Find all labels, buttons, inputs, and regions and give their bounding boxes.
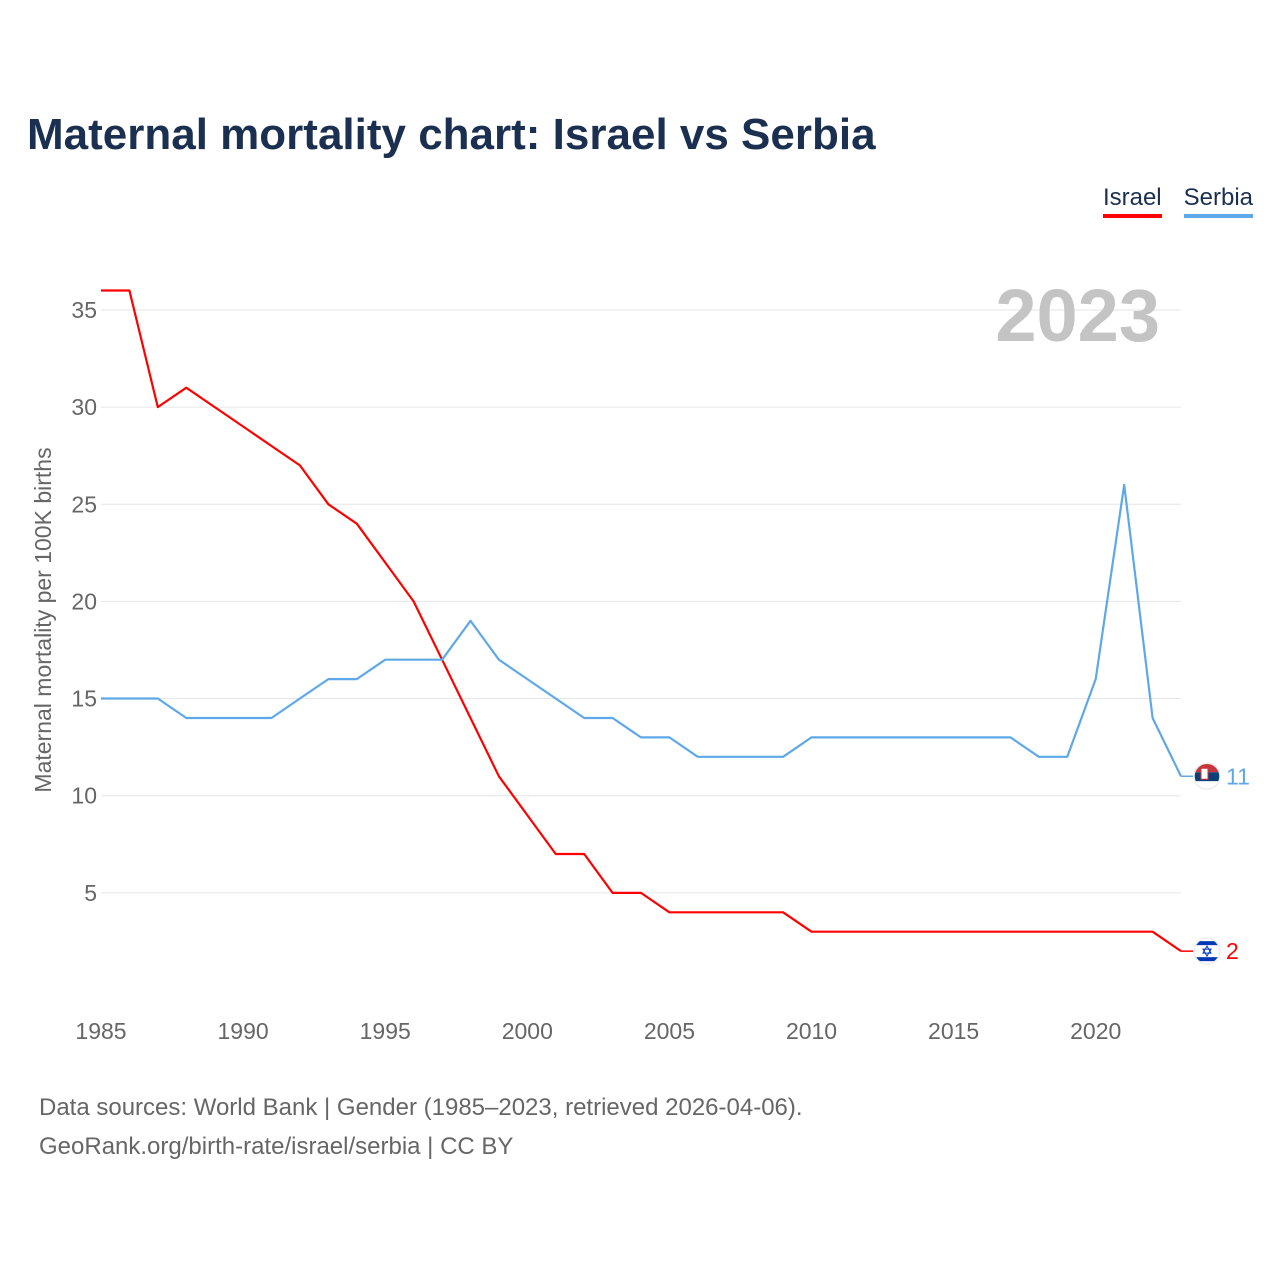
source-line-2[interactable]: GeoRank.org/birth-rate/israel/serbia | C… (39, 1133, 514, 1160)
x-tick-label: 1990 (218, 1018, 269, 1044)
legend-item-serbia[interactable]: Serbia (1183, 184, 1253, 218)
y-tick-label: 30 (71, 394, 97, 420)
chart-title: Maternal mortality chart: Israel vs Serb… (27, 110, 876, 159)
x-tick-label: 2010 (786, 1018, 837, 1044)
x-tick-label: 2005 (644, 1018, 695, 1044)
source-note: Data sources: World Bank | Gender (1985–… (39, 1088, 803, 1166)
y-axis-label: Maternal mortality per 100K births (30, 447, 56, 792)
x-tick-label: 2015 (928, 1018, 979, 1044)
source-line-1: Data sources: World Bank | Gender (1985–… (39, 1094, 803, 1121)
flag-israel-icon (1193, 937, 1221, 965)
year-watermark: 2023 (995, 274, 1160, 357)
x-tick-label: 1995 (360, 1018, 411, 1044)
end-value-label: 2 (1226, 938, 1239, 964)
y-tick-label: 25 (71, 491, 97, 517)
y-tick-label: 20 (71, 588, 97, 614)
y-tick-label: 15 (71, 686, 97, 712)
x-tick-label: 2020 (1070, 1018, 1121, 1044)
end-value-label: 11 (1226, 763, 1250, 789)
y-tick-label: 35 (71, 297, 97, 323)
flag-serbia-icon (1193, 762, 1221, 791)
series-line-serbia (101, 483, 1182, 777)
x-tick-label: 1985 (75, 1018, 126, 1044)
y-tick-label: 5 (84, 880, 97, 906)
series-line-israel (101, 289, 1182, 953)
y-tick-label: 10 (71, 783, 97, 809)
legend: Israel Serbia (1102, 184, 1253, 218)
x-tick-label: 2000 (502, 1018, 553, 1044)
legend-item-israel[interactable]: Israel (1102, 184, 1162, 218)
